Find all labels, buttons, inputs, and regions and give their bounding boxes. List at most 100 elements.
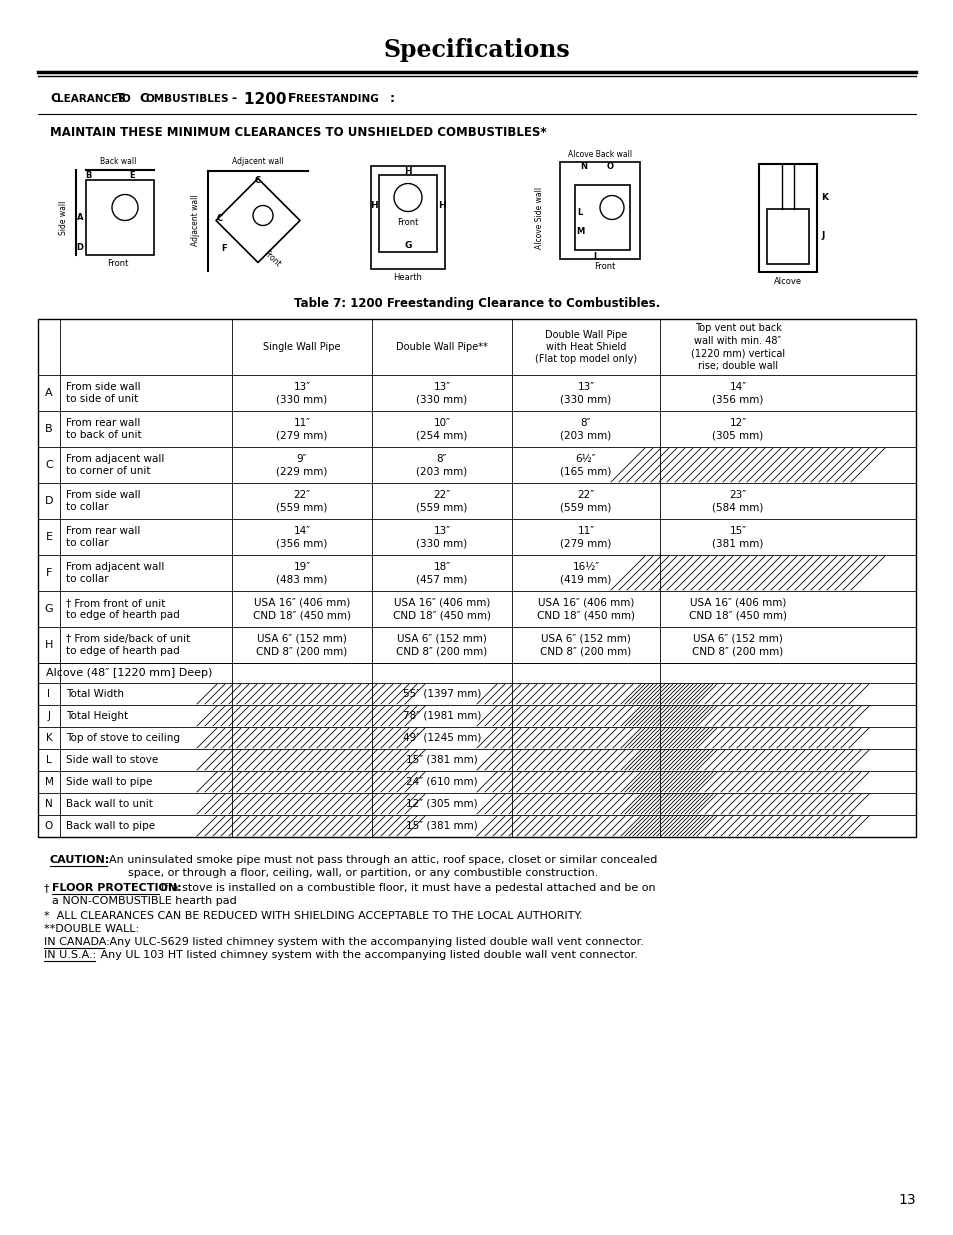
Text: Front: Front <box>396 219 418 227</box>
Bar <box>660 727 814 748</box>
Text: † From side/back of unit
to edge of hearth pad: † From side/back of unit to edge of hear… <box>66 634 190 656</box>
Text: REESTANDING: REESTANDING <box>295 94 378 104</box>
Text: 18″
(457 mm): 18″ (457 mm) <box>416 562 467 584</box>
Bar <box>513 794 659 814</box>
Text: 19″
(483 mm): 19″ (483 mm) <box>276 562 327 584</box>
Text: J: J <box>821 231 823 240</box>
Text: O: O <box>606 162 613 170</box>
Text: USA 6″ (152 mm)
CND 8″ (200 mm): USA 6″ (152 mm) CND 8″ (200 mm) <box>395 634 487 656</box>
Text: 13″
(330 mm): 13″ (330 mm) <box>416 382 467 404</box>
Text: Double Wall Pipe**: Double Wall Pipe** <box>395 342 487 352</box>
Bar <box>513 706 659 726</box>
Bar <box>233 794 371 814</box>
Bar <box>759 163 816 272</box>
Text: B: B <box>45 424 52 433</box>
Text: Alcove (48″ [1220 mm] Deep): Alcove (48″ [1220 mm] Deep) <box>46 668 213 678</box>
Bar <box>660 556 814 590</box>
Text: LEARANCES: LEARANCES <box>57 94 130 104</box>
Bar <box>660 816 814 836</box>
Text: Top of stove to ceiling: Top of stove to ceiling <box>66 734 180 743</box>
Text: Side wall: Side wall <box>59 200 69 235</box>
Text: USA 16″ (406 mm)
CND 18″ (450 mm): USA 16″ (406 mm) CND 18″ (450 mm) <box>253 598 351 620</box>
Text: 9″
(229 mm): 9″ (229 mm) <box>276 453 327 477</box>
Text: 22″
(559 mm): 22″ (559 mm) <box>416 490 467 513</box>
Text: 6½″
(165 mm): 6½″ (165 mm) <box>559 453 611 477</box>
Text: Single Wall Pipe: Single Wall Pipe <box>263 342 340 352</box>
Bar <box>513 750 659 769</box>
Text: C: C <box>50 93 59 105</box>
Text: CAUTION:: CAUTION: <box>50 855 111 864</box>
Text: From rear wall
to collar: From rear wall to collar <box>66 526 140 548</box>
Text: Alcove: Alcove <box>773 277 801 287</box>
Text: 14″
(356 mm): 14″ (356 mm) <box>712 382 763 404</box>
Text: 12″
(305 mm): 12″ (305 mm) <box>712 417 762 440</box>
Bar <box>575 185 629 249</box>
Text: Top vent out back
wall with min. 48″
(1220 mm) vertical
rise; double wall: Top vent out back wall with min. 48″ (12… <box>690 324 784 370</box>
Text: Side wall to stove: Side wall to stove <box>66 755 158 764</box>
Text: G: G <box>404 242 412 251</box>
Text: 78″ (1981 mm): 78″ (1981 mm) <box>402 711 480 721</box>
Text: 13: 13 <box>898 1193 915 1207</box>
Text: 14″
(356 mm): 14″ (356 mm) <box>276 526 327 548</box>
Bar <box>233 684 371 704</box>
Bar <box>233 750 371 769</box>
Text: space, or through a floor, ceiling, wall, or partition, or any combustible const: space, or through a floor, ceiling, wall… <box>128 868 598 878</box>
Text: An uninsulated smoke pipe must not pass through an attic, roof space, closet or : An uninsulated smoke pipe must not pass … <box>109 855 657 864</box>
Text: IN CANADA:: IN CANADA: <box>44 937 110 947</box>
Text: From side wall
to collar: From side wall to collar <box>66 490 140 513</box>
Text: 15″ (381 mm): 15″ (381 mm) <box>406 821 477 831</box>
Text: K: K <box>821 193 827 203</box>
Text: 10″
(254 mm): 10″ (254 mm) <box>416 417 467 440</box>
Text: L: L <box>46 755 51 764</box>
Text: 12″ (305 mm): 12″ (305 mm) <box>406 799 477 809</box>
Bar <box>378 175 436 252</box>
Text: Front: Front <box>107 259 129 268</box>
Text: C: C <box>45 459 52 471</box>
Text: FLOOR PROTECTION:: FLOOR PROTECTION: <box>52 883 181 893</box>
Text: Specifications: Specifications <box>383 38 570 62</box>
Text: †: † <box>44 883 50 893</box>
Text: USA 6″ (152 mm)
CND 8″ (200 mm): USA 6″ (152 mm) CND 8″ (200 mm) <box>692 634 782 656</box>
Text: IN U.S.A.:: IN U.S.A.: <box>44 950 96 960</box>
Text: **DOUBLE WALL:: **DOUBLE WALL: <box>44 924 139 934</box>
Bar <box>513 684 659 704</box>
Text: K: K <box>46 734 52 743</box>
Bar <box>38 319 915 837</box>
Text: E: E <box>46 532 52 542</box>
Text: F: F <box>288 93 296 105</box>
Text: OMBUSTIBLES: OMBUSTIBLES <box>146 94 230 104</box>
Text: Back wall: Back wall <box>100 157 136 165</box>
Text: USA 16″ (406 mm)
CND 18″ (450 mm): USA 16″ (406 mm) CND 18″ (450 mm) <box>537 598 635 620</box>
Text: Double Wall Pipe
with Heat Shield
(Flat top model only): Double Wall Pipe with Heat Shield (Flat … <box>535 330 637 364</box>
Bar <box>660 684 814 704</box>
Text: Adjacent wall: Adjacent wall <box>232 157 283 165</box>
Text: -: - <box>232 93 241 105</box>
Text: 13″
(330 mm): 13″ (330 mm) <box>416 526 467 548</box>
Text: USA 6″ (152 mm)
CND 8″ (200 mm): USA 6″ (152 mm) CND 8″ (200 mm) <box>256 634 347 656</box>
Text: 49″ (1245 mm): 49″ (1245 mm) <box>402 734 480 743</box>
Text: 13″
(330 mm): 13″ (330 mm) <box>559 382 611 404</box>
Bar <box>371 165 444 269</box>
Text: C: C <box>139 93 148 105</box>
Text: USA 16″ (406 mm)
CND 18″ (450 mm): USA 16″ (406 mm) CND 18″ (450 mm) <box>688 598 786 620</box>
Bar <box>513 816 659 836</box>
Text: 16½″
(419 mm): 16½″ (419 mm) <box>559 562 611 584</box>
Text: M: M <box>45 777 53 787</box>
Text: D: D <box>76 242 84 252</box>
Text: Total Height: Total Height <box>66 711 128 721</box>
Text: 23″
(584 mm): 23″ (584 mm) <box>712 490 763 513</box>
Text: O: O <box>122 94 134 104</box>
Text: Side wall to pipe: Side wall to pipe <box>66 777 152 787</box>
Bar <box>86 180 153 254</box>
Text: Front: Front <box>261 248 282 268</box>
Bar <box>660 706 814 726</box>
Text: Back wall to pipe: Back wall to pipe <box>66 821 155 831</box>
Text: O: O <box>45 821 53 831</box>
Bar <box>559 162 639 258</box>
Text: Front: Front <box>594 262 615 270</box>
Bar <box>513 727 659 748</box>
Bar <box>513 772 659 792</box>
Text: I: I <box>593 252 596 261</box>
Text: N: N <box>45 799 52 809</box>
Text: From side wall
to side of unit: From side wall to side of unit <box>66 382 140 404</box>
